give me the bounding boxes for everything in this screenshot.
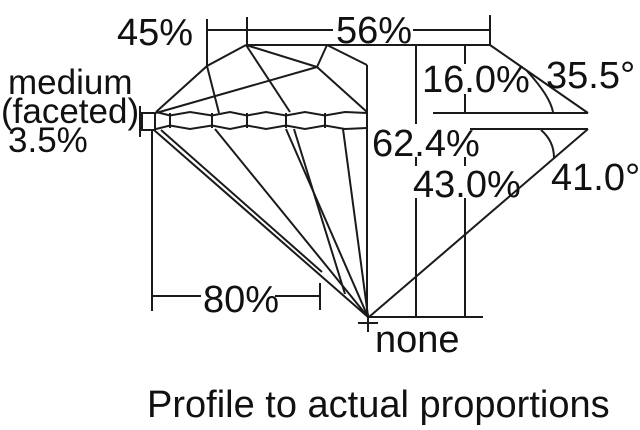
lower-girdle-facet-edge-1 — [160, 129, 323, 273]
girdle-bottom-line — [155, 124, 368, 131]
kite-facet-edge — [316, 66, 368, 113]
crown-angle-label: 35.5° — [546, 55, 635, 97]
label-backgrounds — [201, 13, 514, 312]
lower-girdle-facet-edge-2 — [293, 128, 346, 295]
pavilion-angle-slope — [368, 128, 589, 318]
girdle-edge-box — [141, 112, 156, 131]
labels: 45% 56% 16.0% 35.5° 62.4% 43.0% 41.0° 80… — [1, 10, 640, 426]
crown-facets — [155, 44, 490, 316]
table-size-label: 56% — [336, 10, 412, 52]
bezel-facet-edge — [245, 44, 291, 113]
pavilion-depth-label: 43.0% — [413, 164, 521, 206]
girdle-thickness-word-label: medium — [8, 63, 132, 102]
pavilion-angle-label: 41.0° — [551, 157, 640, 199]
upper-girdle-facet-edge — [155, 66, 318, 114]
star-length-label: 45% — [117, 12, 193, 54]
crown-silhouette — [155, 44, 247, 113]
pavilion-angle-arc — [540, 129, 555, 159]
culet-cross-mark — [358, 314, 378, 332]
star-facet-lower-edge — [245, 44, 318, 68]
annotation-lines — [151, 15, 589, 332]
pavilion-main-edge-2 — [285, 128, 369, 318]
girdle-top-line — [155, 110, 368, 117]
total-depth-label: 62.4% — [372, 123, 480, 165]
culet-label: none — [375, 319, 460, 361]
pavilion-main-edge-3 — [342, 128, 369, 317]
caption: Profile to actual proportions — [147, 384, 610, 426]
star-facet-edge — [206, 65, 220, 114]
pavilion-silhouette — [153, 129, 369, 318]
table-vertex-edge — [326, 44, 368, 66]
crown-height-label: 16.0% — [422, 59, 530, 101]
girdle-thickness-pct-label: 3.5% — [8, 121, 88, 160]
crown-angle-slope — [489, 44, 589, 114]
crown-angle-arc — [526, 70, 554, 113]
girdle — [139, 106, 368, 137]
star-tip-edge — [316, 44, 328, 68]
girdle-finish-label: (faceted) — [1, 92, 139, 131]
girdle-facet-ticks — [169, 113, 326, 128]
lower-girdle-label: 80% — [203, 279, 279, 321]
pavilion-facets — [153, 128, 369, 318]
